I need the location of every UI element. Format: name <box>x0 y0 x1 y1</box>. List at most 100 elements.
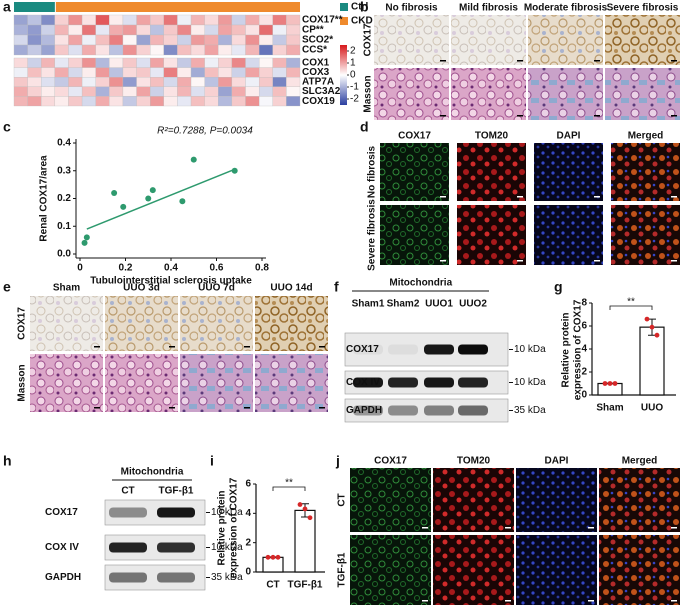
heatmap-cell <box>245 67 260 78</box>
scale-bar <box>671 196 677 198</box>
scale-bar <box>94 407 100 409</box>
scale-bar <box>440 115 446 117</box>
scale-bar <box>440 60 446 62</box>
micrograph <box>599 468 680 532</box>
heatmap-cell <box>41 24 56 36</box>
column-label: No fibrosis <box>385 3 438 14</box>
scale-bar <box>671 115 677 117</box>
data-point <box>644 316 650 322</box>
heatmap-cell <box>54 24 69 36</box>
micrograph <box>599 535 680 605</box>
y-tick-label: 6 <box>581 321 587 332</box>
heatmap-cell <box>190 57 205 68</box>
heatmap-cell <box>258 57 273 68</box>
scale-bar <box>517 196 523 198</box>
bar <box>639 326 665 396</box>
micrograph <box>457 205 526 265</box>
column-label: Moderate fibrosis <box>524 3 608 14</box>
data-point <box>607 381 613 386</box>
heatmap-cell <box>68 86 83 97</box>
heatmap-cell <box>231 96 246 107</box>
heatmap-cell <box>27 14 42 26</box>
row-label: Masson <box>363 75 374 112</box>
heatmap-cell <box>109 34 124 46</box>
heatmap-cell <box>27 77 42 87</box>
blot-band <box>388 344 418 355</box>
heatmap-cell <box>231 44 246 56</box>
scatter-point <box>120 203 127 210</box>
blot-header: Mitochondria <box>121 467 184 478</box>
heatmap-cell <box>27 67 42 78</box>
scale-bar <box>517 260 523 262</box>
y-axis-label: Relative protein <box>217 490 228 565</box>
scatter-point <box>231 167 238 174</box>
significance-label: ** <box>627 297 635 308</box>
significance-label: ** <box>285 478 293 489</box>
significance-bracket <box>272 486 306 491</box>
scale-bar <box>594 196 600 198</box>
heatmap-cell <box>81 67 96 78</box>
micrograph <box>451 68 526 120</box>
heatmap-cell <box>54 34 69 46</box>
data-point <box>302 506 308 512</box>
scale-bar <box>671 527 677 529</box>
colorbar-label: 0 <box>350 70 356 81</box>
scale-bar <box>588 527 594 529</box>
y-tick-label: 4 <box>245 508 251 519</box>
scatter-point <box>190 156 197 163</box>
heatmap-cell <box>81 96 96 107</box>
column-label: TOM20 <box>475 131 509 142</box>
scale-bar <box>319 346 325 348</box>
heatmap-cell <box>258 44 273 56</box>
scatter-point <box>111 189 118 196</box>
heatmap-cell <box>95 96 110 107</box>
column-label: COX17 <box>374 456 407 467</box>
scatter-point <box>145 195 152 202</box>
heatmap-cell <box>190 86 205 97</box>
y-tick-label: 0 <box>581 390 587 401</box>
heatmap-cell <box>163 77 178 87</box>
blot-band <box>388 405 418 416</box>
scale-bar <box>169 346 175 348</box>
column-label: Sham <box>53 283 80 294</box>
blot-row-label: COX17 <box>45 507 78 518</box>
heatmap-cell <box>245 14 260 26</box>
heatmap-cell <box>163 96 178 107</box>
x-tick-label: Sham <box>596 403 623 414</box>
row-label: TGF-β1 <box>337 552 348 587</box>
x-tick-label: 0 <box>77 263 83 274</box>
heatmap-cell <box>150 57 164 68</box>
micrograph <box>30 296 103 351</box>
micrograph <box>374 68 449 120</box>
row-label: COX1 <box>302 57 330 68</box>
heatmap-cell <box>163 34 178 46</box>
legend-label: Ctrl <box>351 2 368 13</box>
data-point <box>654 332 660 338</box>
scale-bar <box>594 60 600 62</box>
scale-bar <box>505 600 511 602</box>
blot-band <box>458 344 488 355</box>
blot-band <box>109 572 147 583</box>
heatmap-cell <box>68 24 83 36</box>
micrograph <box>255 354 328 412</box>
panel-letter: g <box>554 279 563 295</box>
heatmap-cell <box>122 96 137 107</box>
blot-band <box>353 405 383 416</box>
heatmap-cell <box>190 34 205 46</box>
micrograph <box>105 354 178 412</box>
y-axis-label: Relative protein <box>561 312 572 387</box>
column-label: TOM20 <box>457 456 491 467</box>
heatmap-cell <box>41 14 56 26</box>
heatmap-cell <box>231 86 246 97</box>
lane-label: Sham2 <box>387 299 420 310</box>
colorbar-label: -1 <box>350 82 359 93</box>
heatmap-cell <box>150 14 164 26</box>
heatmap-cell <box>81 44 96 56</box>
heatmap-cell <box>150 96 164 107</box>
heatmap-cell <box>136 24 151 36</box>
scatter-point <box>83 234 90 241</box>
heatmap-cell <box>68 77 83 87</box>
heatmap-cell <box>41 86 56 97</box>
heatmap-cell <box>54 86 69 97</box>
heatmap-cell <box>81 34 96 46</box>
